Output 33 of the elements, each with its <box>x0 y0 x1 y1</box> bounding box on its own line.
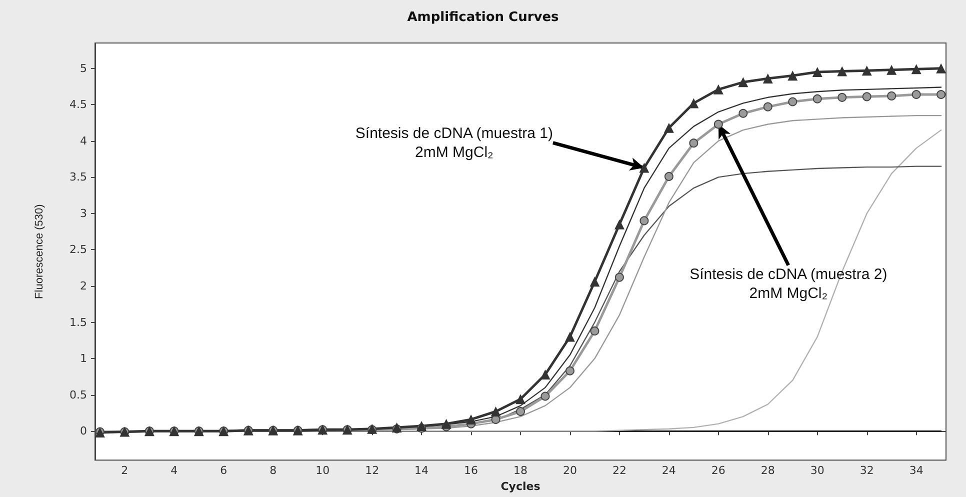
y-tick-label: 3 <box>80 206 87 220</box>
y-tick-label: 5 <box>80 62 87 75</box>
y-tick-label: 0.5 <box>70 388 87 402</box>
x-tick-label: 2 <box>121 464 128 478</box>
chart-title: Amplification Curves <box>407 10 560 25</box>
x-tick-label: 28 <box>760 464 775 478</box>
y-tick-label: 3.5 <box>70 170 87 184</box>
annotation: Síntesis de cDNA (muestra 1) 2mM MgCl₂ <box>355 124 553 162</box>
x-tick-label: 24 <box>662 464 676 478</box>
x-tick-label: 26 <box>711 464 726 478</box>
x-tick-label: 18 <box>514 464 528 478</box>
annotation: Síntesis de cDNA (muestra 2) 2mM MgCl₂ <box>690 265 888 304</box>
y-tick-label: 2.5 <box>70 243 87 256</box>
x-axis-title: Cycles <box>500 480 541 493</box>
y-tick-label: 1 <box>80 352 87 366</box>
x-tick-label: 10 <box>316 464 330 478</box>
x-tick-label: 8 <box>270 464 277 478</box>
y-tick-label: 0 <box>80 424 87 438</box>
y-tick-label: 4.5 <box>70 98 87 112</box>
x-tick-label: 14 <box>414 464 429 478</box>
x-tick-label: 20 <box>562 464 577 478</box>
x-tick-label: 4 <box>170 464 178 478</box>
x-tick-label: 12 <box>365 464 380 478</box>
x-tick-label: 30 <box>810 464 824 478</box>
y-tick-label: 1.5 <box>70 316 87 329</box>
y-axis-title: Fluorescence (530) <box>34 204 46 299</box>
x-tick-label: 34 <box>909 464 924 478</box>
y-tick-label: 2 <box>80 280 87 293</box>
x-tick-label: 6 <box>220 464 228 478</box>
x-tick-label: 32 <box>860 464 874 478</box>
y-tick-label: 4 <box>80 134 87 148</box>
x-tick-label: 22 <box>612 464 626 478</box>
x-tick-label: 16 <box>464 464 478 478</box>
